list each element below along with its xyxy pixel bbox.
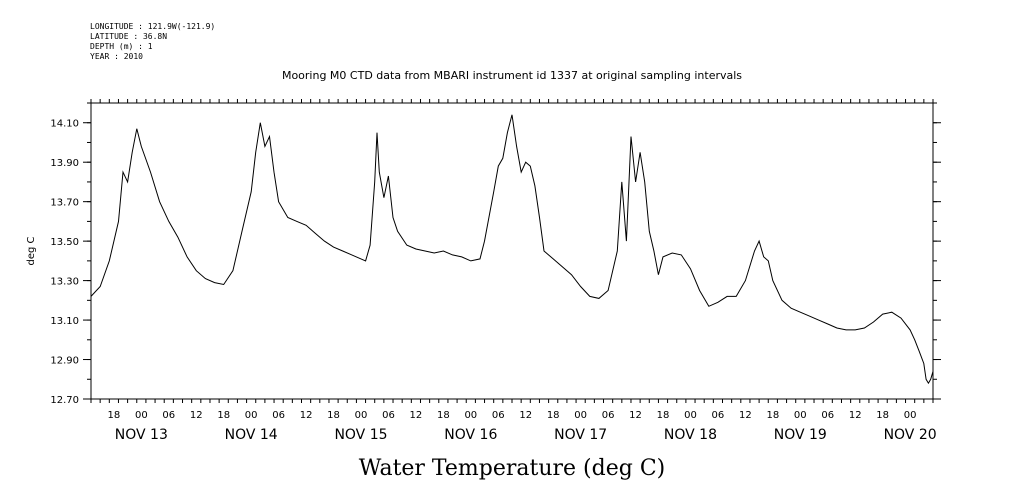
x-hour-label: 12 [849, 410, 862, 421]
x-hour-label: 00 [794, 410, 807, 421]
y-tick-label: 13.10 [50, 316, 79, 327]
x-hour-label: 18 [217, 410, 230, 421]
x-day-label: NOV 13 [115, 427, 168, 443]
y-tick-label: 13.50 [50, 237, 79, 248]
x-hour-label: 12 [739, 410, 752, 421]
x-day-label: NOV 20 [884, 427, 937, 443]
latitude-text: LATITUDE : 36.8N [90, 32, 168, 41]
x-hour-label: 00 [135, 410, 148, 421]
x-day-label: NOV 17 [554, 427, 607, 443]
x-hour-label: 18 [547, 410, 560, 421]
x-hour-label: 00 [684, 410, 697, 421]
x-day-label: NOV 18 [664, 427, 717, 443]
y-tick-label: 13.90 [50, 158, 79, 169]
y-tick-label: 14.10 [50, 119, 79, 130]
x-hour-label: 06 [382, 410, 395, 421]
depth-text: DEPTH (m) : 1 [90, 42, 153, 51]
x-hour-label: 18 [437, 410, 450, 421]
y-tick-labels: 12.70 12.90 13.10 13.30 13.50 13.70 13.90 14.10 [50, 119, 79, 406]
x-hour-label: 18 [108, 410, 121, 421]
x-hour-label: 12 [629, 410, 642, 421]
x-day-label: NOV 14 [225, 427, 278, 443]
year-text: YEAR : 2010 [90, 52, 143, 61]
x-day-label: NOV 15 [334, 427, 387, 443]
x-hour-label: 00 [464, 410, 477, 421]
longitude-text: LONGITUDE : 121.9W(-121.9) [90, 22, 216, 31]
x-hour-label: 12 [300, 410, 313, 421]
x-hour-label: 06 [712, 410, 725, 421]
chart-title: Mooring M0 CTD data from MBARI instrumen… [282, 69, 742, 82]
metadata-block: LONGITUDE : 121.9W(-121.9) LATITUDE : 36… [90, 22, 215, 62]
y-tick-label: 12.90 [50, 356, 79, 367]
x-hour-label: 18 [876, 410, 889, 421]
x-hour-label: 12 [410, 410, 423, 421]
x-hour-label: 18 [766, 410, 779, 421]
y-tick-label: 12.70 [50, 395, 79, 406]
x-day-label: NOV 19 [774, 427, 827, 443]
temperature-series-line [90, 114, 934, 385]
y-tick-label: 13.70 [50, 198, 79, 209]
x-hour-label: 12 [519, 410, 532, 421]
x-hour-label: 18 [327, 410, 340, 421]
x-hour-label: 12 [190, 410, 203, 421]
x-hour-label: 06 [492, 410, 505, 421]
day-labels: NOV 13 NOV 14 NOV 15 NOV 16 NOV 17 NOV 18 NOV … [115, 427, 937, 443]
y-axis-label: deg C [26, 236, 37, 265]
axis-ticks [83, 99, 941, 403]
x-hour-label: 00 [355, 410, 368, 421]
x-hour-label: 06 [162, 410, 175, 421]
x-hour-label: 06 [821, 410, 834, 421]
x-hour-label: 06 [272, 410, 285, 421]
x-hour-label: 18 [657, 410, 670, 421]
x-hour-label: 00 [245, 410, 258, 421]
x-tick-labels: 18 00 06 12 18 00 06 12 18 00 06 12 18 00 06 12 18 00 06 12… [108, 410, 917, 421]
x-hour-label: 00 [904, 410, 917, 421]
x-hour-label: 00 [574, 410, 587, 421]
plot-frame [90, 102, 934, 400]
y-tick-label: 13.30 [50, 277, 79, 288]
x-axis-label: Water Temperature (deg C) [359, 456, 666, 481]
x-day-label: NOV 16 [444, 427, 497, 443]
x-hour-label: 06 [602, 410, 615, 421]
